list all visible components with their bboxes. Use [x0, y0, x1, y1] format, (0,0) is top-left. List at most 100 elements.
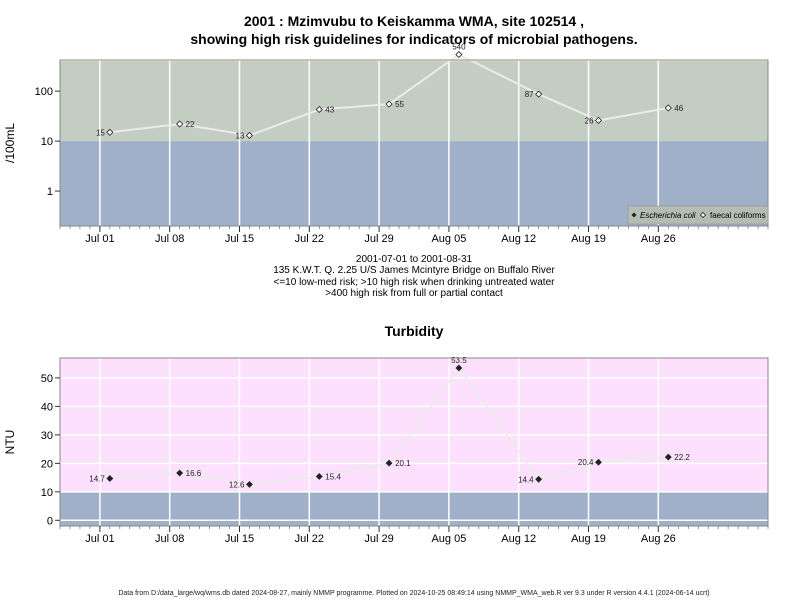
info-risk-drinking: <=10 low-med risk; >10 high risk when dr… [274, 277, 556, 288]
microbial-y-axis: 1 10 100 [35, 86, 60, 198]
microbial-band-3 [60, 60, 768, 62]
turbidity-y-tick-label-40: 40 [41, 401, 53, 413]
faecal-coliforms-point-9 [664, 104, 672, 112]
microbial-x-tick-label-jul-29: Jul 29 [364, 233, 393, 245]
turbidity-x-tick-label-aug-26: Aug 26 [641, 533, 676, 545]
turbidity-data-label-9: 22.2 [674, 453, 690, 462]
microbial-plot-frame [59, 59, 769, 227]
microbial-x-tick-label-jul-22: Jul 22 [295, 233, 324, 245]
turbidity-data-label-5: 20.1 [395, 459, 411, 468]
microbial-legend: Escherichia coli faecal coliforms [627, 205, 769, 225]
info-site-description: 135 K.W.T. Q. 2.25 U/S James Mcintyre Br… [273, 265, 555, 276]
turbidity-data-label-2: 16.6 [186, 469, 202, 478]
turbidity-point-1 [106, 475, 114, 482]
turbidity-data-label-8: 20.4 [578, 458, 594, 467]
microbial-band-2 [60, 61, 768, 142]
turbidity-y-tick-label-0: 0 [47, 515, 53, 527]
turbidity-y-axis-label: NTU [3, 430, 17, 455]
faecal-coliforms-data-label-7: 87 [525, 90, 534, 99]
legend-box [627, 205, 769, 225]
microbial-x-tick-label-aug-05: Aug 05 [431, 233, 466, 245]
turbidity-x-tick-label-jul-29: Jul 29 [364, 533, 393, 545]
turbidity-data-label-6: 53.5 [451, 356, 467, 365]
turbidity-y-tick-label-30: 30 [41, 430, 53, 442]
faecal-coliforms-point-2 [176, 120, 184, 128]
turbidity-x-axis: Jul 01 Jul 08 Jul 15 Jul 22 Jul 29 Aug 05 Aug … [59, 526, 769, 545]
turbidity-point-9 [664, 453, 672, 461]
turbidity-chart: Turbidity 14.7 16.6 12.6 15.4 20.1 53.5 14.4 20… [3, 323, 769, 545]
turbidity-band-2 [60, 358, 768, 492]
faecal-coliforms-data-label-5: 55 [395, 100, 404, 109]
microbial-y-tick-label-100: 100 [35, 86, 53, 98]
turbidity-y-axis: 0 10 20 30 40 50 [41, 373, 60, 527]
microbial-chart-title-line1: 2001 : Mzimvubu to Keiskamma WMA, site 1… [244, 13, 584, 29]
turbidity-chart-title: Turbidity [385, 323, 444, 339]
faecal-coliforms-point-8 [594, 116, 603, 124]
turbidity-x-tick-label-jul-22: Jul 22 [295, 533, 324, 545]
microbial-x-tick-label-jul-15: Jul 15 [225, 233, 254, 245]
turbidity-plot-frame [59, 357, 769, 527]
faecal-coliforms-point-1 [106, 128, 114, 136]
turbidity-point-8 [595, 458, 602, 466]
faecal-coliforms-data-label-3: 13 [236, 131, 245, 140]
faecal-coliforms-data-label-6: 540 [452, 43, 466, 52]
turbidity-y-tick-label-10: 10 [41, 487, 53, 499]
turbidity-data-label-1: 14.7 [89, 474, 105, 483]
turbidity-x-tick-label-jul-08: Jul 08 [155, 533, 184, 545]
faecal-coliforms-data-label-2: 22 [186, 120, 195, 129]
turbidity-data-labels: 14.7 16.6 12.6 15.4 20.1 53.5 14.4 20.4 22.2 [89, 356, 690, 489]
microbial-y-axis-label: /100mL [3, 123, 17, 163]
turbidity-point-2 [176, 469, 184, 477]
faecal-coliforms-point-7 [535, 90, 543, 98]
turbidity-y-tick-label-50: 50 [41, 373, 53, 385]
legend-marker-faecal-coliforms [699, 211, 707, 219]
turbidity-y-tick-label-20: 20 [41, 458, 53, 470]
microbial-chart-title-line2: showing high risk guidelines for indicat… [190, 31, 637, 47]
turbidity-data-label-4: 15.4 [325, 472, 341, 481]
microbial-data-labels: 15 22 13 43 55 540 87 26 46 [96, 43, 684, 141]
faecal-coliforms-point-3 [245, 131, 254, 139]
info-date-range: 2001-07-01 to 2001-08-31 [356, 254, 473, 265]
turbidity-point-4 [315, 473, 323, 480]
turbidity-x-tick-label-aug-19: Aug 19 [571, 533, 606, 545]
microbial-y-tick-label-10: 10 [41, 136, 53, 148]
faecal-coliforms-point-4 [315, 105, 323, 114]
microbial-risk-bands [60, 60, 768, 226]
faecal-coliforms-data-label-9: 46 [674, 104, 683, 113]
turbidity-point-7 [535, 475, 543, 483]
turbidity-x-tick-label-jul-15: Jul 15 [225, 533, 254, 545]
turbidity-point-3 [246, 481, 253, 488]
microbial-gridlines [99, 60, 660, 226]
turbidity-data-label-3: 12.6 [229, 480, 245, 489]
turbidity-point-6 [455, 364, 463, 372]
turbidity-bands [60, 358, 768, 526]
faecal-coliforms-data-label-8: 26 [585, 116, 594, 125]
microbial-x-tick-label-aug-26: Aug 26 [641, 233, 676, 245]
turbidity-x-tick-label-aug-12: Aug 12 [501, 533, 536, 545]
turbidity-point-5 [385, 459, 393, 467]
legend-label-e-coli: Escherichia coli [640, 211, 696, 220]
microbial-x-tick-label-aug-12: Aug 12 [501, 233, 536, 245]
turbidity-data-label-7: 14.4 [518, 475, 534, 484]
turbidity-x-tick-label-jul-01: Jul 01 [85, 533, 114, 545]
microbial-x-tick-label-jul-01: Jul 01 [85, 233, 114, 245]
turbidity-data-points [106, 364, 672, 488]
legend-label-faecal-coliforms: faecal coliforms [710, 211, 766, 220]
microbial-data-points [106, 50, 672, 139]
turbidity-x-tick-label-aug-05: Aug 05 [431, 533, 466, 545]
faecal-coliforms-data-label-1: 15 [96, 128, 105, 137]
site-info: 2001-07-01 to 2001-08-31 135 K.W.T. Q. 2… [273, 254, 555, 299]
microbial-x-tick-label-jul-08: Jul 08 [155, 233, 184, 245]
microbial-x-axis: Jul 01 Jul 08 Jul 15 Jul 22 Jul 29 Aug 05 Aug … [59, 226, 769, 245]
info-risk-contact: >400 high risk from full or partial cont… [325, 288, 503, 299]
microbial-x-tick-label-aug-19: Aug 19 [571, 233, 606, 245]
faecal-coliforms-data-label-4: 43 [325, 105, 334, 114]
microbial-y-tick-label-1: 1 [47, 186, 53, 198]
faecal-coliforms-point-5 [385, 100, 393, 108]
footer-note: Data from D:/data_large/wq/wms.db dated … [118, 590, 709, 597]
faecal-coliforms-point-6 [455, 50, 463, 59]
legend-marker-e-coli [631, 212, 637, 218]
turbidity-gridlines [60, 358, 768, 526]
microbial-chart: 2001 : Mzimvubu to Keiskamma WMA, site 1… [3, 13, 769, 245]
